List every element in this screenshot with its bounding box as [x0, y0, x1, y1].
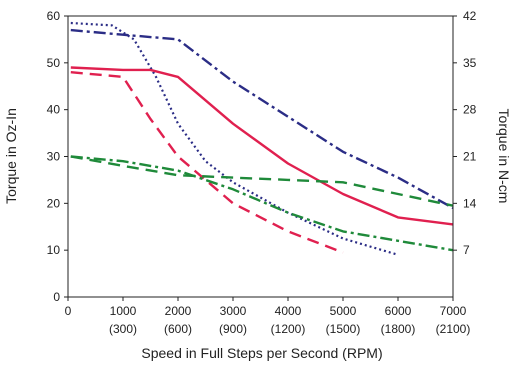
series-line-6 — [70, 155, 454, 252]
series-line-1 — [70, 28, 454, 210]
y2-tick-label: 35 — [463, 56, 477, 70]
series-line-2 — [70, 21, 399, 256]
y-tick-label: 30 — [47, 150, 61, 164]
y2-tick-label: 42 — [463, 9, 477, 23]
x-axis-label: Speed in Full Steps per Second (RPM) — [141, 345, 382, 361]
x-tick-rpm-label: (1200) — [271, 322, 306, 336]
y-tick-label: 40 — [47, 103, 61, 117]
x-tick-label: 2000 — [165, 304, 192, 318]
y2-tick-label: 21 — [463, 150, 477, 164]
x-tick-label: 1000 — [110, 304, 137, 318]
y2-tick-label: 14 — [463, 196, 477, 210]
y2-axis-label: Torque in N-cm — [496, 109, 512, 204]
y2-tick-label: 7 — [463, 243, 470, 257]
x-tick-label: 7000 — [440, 304, 467, 318]
ticks-layer: 0 1000 (300) 2000 (600) 3000 (900) 4000 (1200) 50… — [47, 9, 477, 336]
x-tick-label: 3000 — [220, 304, 247, 318]
y-axis-label: Torque in Oz-In — [3, 108, 19, 204]
x-tick-label: 5000 — [330, 304, 357, 318]
y-tick-label: 20 — [47, 196, 61, 210]
x-tick-rpm-label: (1500) — [326, 322, 361, 336]
x-tick-rpm-label: (300) — [109, 322, 137, 336]
x-tick-label: 4000 — [275, 304, 302, 318]
plot-frame — [67, 15, 454, 298]
y2-tick-label: 28 — [463, 103, 477, 117]
x-tick-rpm-label: (900) — [219, 322, 247, 336]
x-tick-rpm-label: (1800) — [381, 322, 416, 336]
x-tick-label: 0 — [65, 304, 72, 318]
y-tick-label: 50 — [47, 56, 61, 70]
axes-layer — [67, 15, 454, 298]
series-line-3 — [70, 66, 454, 226]
y-tick-label: 0 — [53, 290, 60, 304]
x-tick-rpm-label: (600) — [164, 322, 192, 336]
y-tick-label: 10 — [47, 243, 61, 257]
x-tick-label: 6000 — [385, 304, 412, 318]
series-line-5 — [70, 155, 454, 207]
y-tick-label: 60 — [47, 9, 61, 23]
series-layer — [70, 21, 454, 256]
x-tick-rpm-label: (2100) — [436, 322, 471, 336]
